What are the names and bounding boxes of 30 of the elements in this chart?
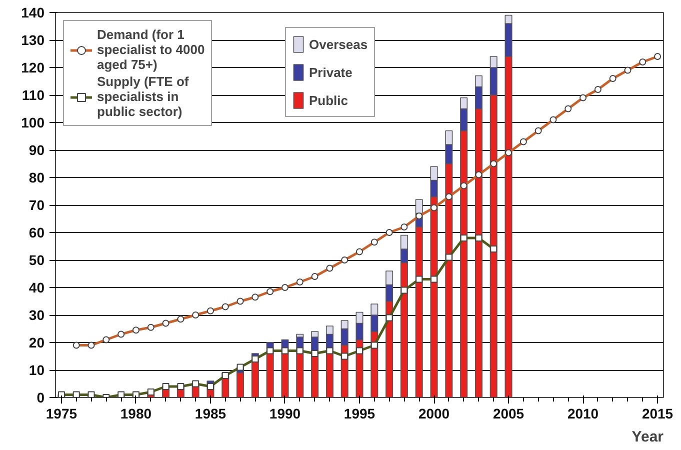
y-tick-label: 10 — [28, 362, 45, 378]
y-tick-label: 20 — [28, 334, 45, 350]
y-tick-label: 50 — [28, 252, 45, 268]
y-tick-label: 60 — [28, 224, 45, 240]
legend-label: Public — [309, 92, 348, 108]
legend-label: Private — [309, 64, 352, 80]
y-tick-label: 80 — [28, 170, 45, 186]
x-tick-label: 1995 — [344, 406, 376, 422]
x-tick-label: 2005 — [492, 406, 524, 422]
x-tick-label: 1990 — [269, 406, 301, 422]
y-tick-label: 110 — [22, 87, 45, 103]
y-tick-label: 120 — [21, 60, 45, 76]
x-tick-label: 2015 — [642, 406, 674, 422]
legend-label: Supply (FTE of specialists in public sector) — [97, 74, 189, 119]
y-tick-label: 40 — [28, 280, 45, 296]
legend-label: Demand (for 1 specialist to 4000 aged 75+) — [97, 27, 205, 72]
x-tick-label: 1980 — [120, 406, 152, 422]
x-tick-label: 1985 — [194, 406, 226, 422]
y-tick-label: 0 — [36, 390, 45, 406]
legend-label: Overseas — [309, 36, 368, 52]
y-tick-label: 70 — [28, 197, 45, 213]
x-tick-label: 2000 — [418, 406, 450, 422]
y-tick-label: 100 — [21, 114, 45, 130]
y-tick-label: 90 — [28, 142, 45, 158]
y-tick-label: 140 — [21, 4, 45, 20]
y-tick-label: 130 — [21, 32, 45, 48]
x-tick-label: 1975 — [46, 406, 78, 422]
y-tick-label: 30 — [28, 307, 45, 323]
x-axis-title: Year — [632, 428, 664, 446]
x-tick-label: 2010 — [567, 406, 599, 422]
